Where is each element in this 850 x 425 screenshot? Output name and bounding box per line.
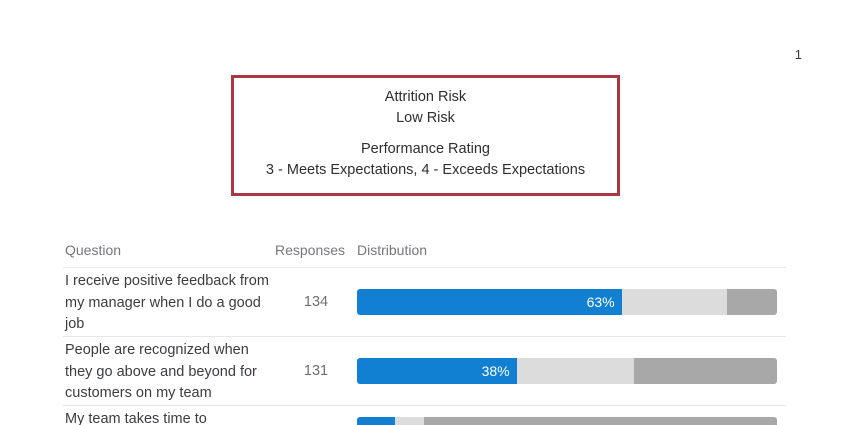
distribution-bar: 38%	[357, 358, 777, 384]
page-number: 1	[794, 47, 802, 62]
favorable-percent-label: 63%	[586, 294, 615, 310]
favorable-percent-label: 38%	[481, 363, 510, 379]
table-header: Question Responses Distribution	[63, 236, 786, 268]
table-row: I receive positive feedback from my mana…	[63, 268, 786, 337]
column-header-question: Question	[65, 242, 122, 258]
neutral-segment	[516, 358, 635, 384]
neutral-segment	[621, 289, 727, 315]
attrition-risk-group: Attrition Risk Low Risk	[234, 87, 617, 129]
question-text: I receive positive feedback from my mana…	[65, 273, 269, 332]
performance-rating-label: Performance Rating	[361, 141, 490, 157]
favorable-segment	[357, 417, 395, 425]
neutral-segment	[394, 417, 425, 425]
favorable-segment: 38%	[357, 358, 517, 384]
distribution-bar: 63%	[357, 289, 777, 315]
responses-count	[275, 406, 357, 425]
performance-rating-value: 3 - Meets Expectations, 4 - Exceeds Expe…	[265, 162, 586, 178]
distribution-bar	[357, 417, 777, 425]
unfavorable-segment	[634, 358, 777, 384]
attrition-risk-value: Low Risk	[396, 110, 455, 126]
responses-count: 134	[303, 294, 329, 310]
table-row: My team takes time to	[63, 406, 786, 425]
attrition-risk-label: Attrition Risk	[384, 89, 467, 105]
responses-count: 131	[303, 363, 329, 379]
table-row: People are recognized when they go above…	[63, 337, 786, 406]
favorable-segment: 63%	[357, 289, 622, 315]
unfavorable-segment	[726, 289, 777, 315]
unfavorable-segment	[424, 417, 777, 425]
column-header-responses: Responses	[275, 242, 346, 258]
summary-highlight-box: Attrition Risk Low Risk Performance Rati…	[231, 75, 620, 196]
performance-rating-group: Performance Rating 3 - Meets Expectation…	[234, 139, 617, 181]
questions-table: Question Responses Distribution I receiv…	[63, 236, 786, 425]
question-text: My team takes time to	[65, 411, 207, 425]
column-header-distribution: Distribution	[357, 242, 428, 258]
question-text: People are recognized when they go above…	[65, 342, 257, 401]
